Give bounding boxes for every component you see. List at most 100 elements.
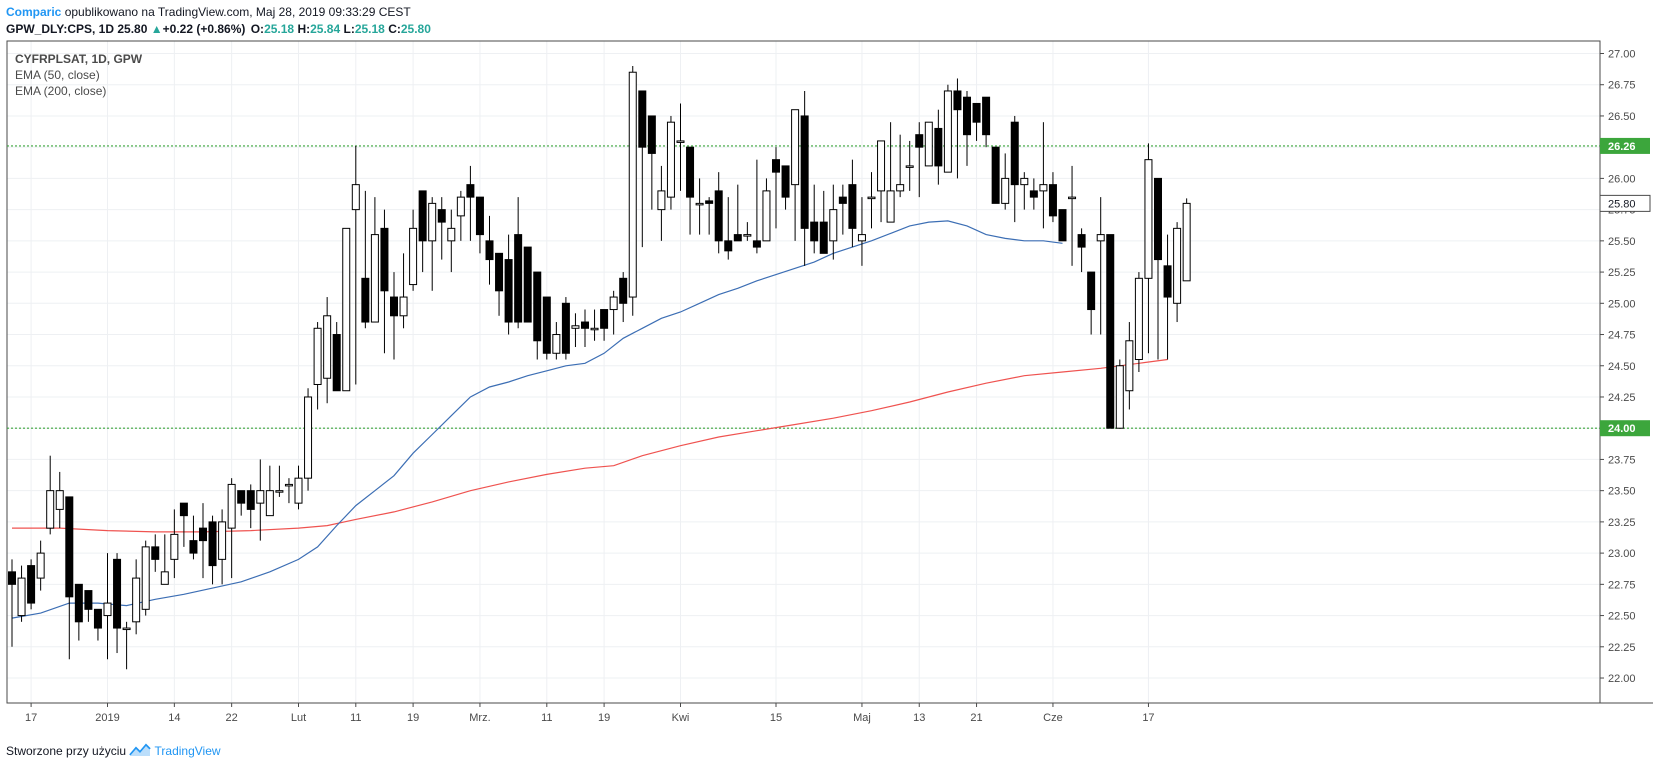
candle-body xyxy=(714,190,723,242)
candle-body xyxy=(93,608,102,629)
candle-body xyxy=(810,221,819,242)
ema200-path xyxy=(12,358,1168,533)
candle-body xyxy=(666,121,675,198)
candle-body xyxy=(27,565,36,604)
symbol-info: GPW_DLY:CPS, 1D 25.80 ▲+0.22 (+0.86%) O:… xyxy=(6,21,431,37)
candle-body xyxy=(695,202,704,206)
candle-body xyxy=(475,196,484,236)
level-price-tag xyxy=(1600,420,1650,437)
high-value: 25.84 xyxy=(310,22,341,36)
candle-body xyxy=(628,71,637,298)
candle-body xyxy=(208,521,217,567)
x-tick-label: 15 xyxy=(770,712,782,724)
footer: Stworzone przy użyciu TradingView xyxy=(6,743,221,759)
y-tick-label: 25.50 xyxy=(1608,236,1636,248)
candle-body xyxy=(800,115,809,229)
candle-body xyxy=(189,540,198,554)
published-text: opublikowano na TradingView.com, Maj 28,… xyxy=(64,5,411,19)
x-tick-label: 2019 xyxy=(95,712,119,724)
legend-symbol[interactable]: CYFRPLSAT, 1D, GPW xyxy=(15,52,143,66)
price-axis[interactable]: 22.00 22.25 22.50 22.75 23.00 23.25 23.50 23.75… xyxy=(1599,48,1651,685)
last-price: 25.80 xyxy=(117,22,148,36)
open-value: 25.18 xyxy=(264,22,295,36)
candle-body xyxy=(1087,271,1096,311)
y-tick-label: 27.00 xyxy=(1608,48,1636,60)
y-tick-label: 24.25 xyxy=(1608,392,1636,404)
x-tick-label: 13 xyxy=(913,712,925,724)
candle-body xyxy=(1039,184,1048,192)
candle-body xyxy=(514,234,523,323)
candle-body xyxy=(1001,177,1010,204)
candle-body xyxy=(1163,265,1172,298)
candle-body xyxy=(657,190,666,211)
candle-body xyxy=(781,165,790,198)
candle-body xyxy=(504,259,513,323)
y-tick-label: 25.00 xyxy=(1608,298,1636,310)
candle-body xyxy=(160,571,169,585)
candle-body xyxy=(1154,177,1162,261)
x-tick-label: 19 xyxy=(598,712,610,724)
candle-body xyxy=(953,90,962,111)
candle-body xyxy=(380,227,389,292)
candle-body xyxy=(886,190,895,223)
candle-body xyxy=(74,583,83,623)
current-price-tag xyxy=(1599,194,1651,212)
candle-body xyxy=(1106,234,1115,429)
candle-body xyxy=(294,477,303,504)
candle-body xyxy=(1182,202,1191,282)
candle-body xyxy=(686,146,695,198)
candle-body xyxy=(772,159,780,173)
candle-body xyxy=(924,121,933,167)
candles xyxy=(8,65,1191,670)
y-tick-label: 26.75 xyxy=(1608,80,1636,92)
x-tick-label: Kwi xyxy=(672,712,690,724)
candle-body xyxy=(1077,234,1086,248)
candle-body xyxy=(705,200,714,204)
candle-body xyxy=(561,302,570,354)
candle-body xyxy=(428,202,437,242)
candle-body xyxy=(838,196,847,204)
candle-body xyxy=(600,309,609,329)
x-tick-label: Cze xyxy=(1043,712,1063,724)
candle-body xyxy=(963,96,971,136)
x-tick-label: 11 xyxy=(541,712,552,724)
ema200-line xyxy=(12,358,1168,533)
candle-body xyxy=(495,252,504,292)
candle-body xyxy=(246,490,255,510)
candle-body xyxy=(113,558,122,629)
candle-body xyxy=(1068,196,1077,200)
y-tick-label: 22.00 xyxy=(1608,673,1636,685)
candle-body xyxy=(399,296,408,317)
candle-body xyxy=(170,533,179,560)
y-tick-label: 26.50 xyxy=(1608,111,1636,123)
x-tick-label: 17 xyxy=(25,712,37,724)
candle-body xyxy=(151,546,160,560)
candle-body xyxy=(361,277,370,323)
candle-body xyxy=(915,134,924,148)
candle-body xyxy=(609,296,618,311)
candle-body xyxy=(55,490,64,510)
candle-body xyxy=(829,209,838,242)
y-tick-label: 23.00 xyxy=(1608,548,1636,560)
candle-body xyxy=(313,327,322,385)
time-axis[interactable]: 17 2019 14 22 Lut 11 19 Mrz. 11 19 Kwi 15 Maj 13 21 Cze… xyxy=(25,703,1155,724)
candle-body xyxy=(1173,227,1182,304)
candle-body xyxy=(323,315,332,379)
low-label: L: xyxy=(343,22,355,36)
author-link[interactable]: Comparic xyxy=(6,5,62,19)
candle-body xyxy=(752,240,761,248)
candle-body xyxy=(237,490,246,504)
close-value: 25.80 xyxy=(400,22,431,36)
x-tick-label: Mrz. xyxy=(469,712,490,724)
y-tick-label: 22.75 xyxy=(1608,579,1636,591)
footer-brand-link[interactable]: TradingView xyxy=(154,744,221,758)
level-price-label: 24.00 xyxy=(1608,423,1636,435)
candle-body xyxy=(743,234,752,237)
x-tick-label: 22 xyxy=(226,712,238,724)
legend-ema200[interactable]: EMA (200, close) xyxy=(15,84,107,98)
candle-body xyxy=(590,327,599,331)
legend-ema50[interactable]: EMA (50, close) xyxy=(15,68,100,82)
candle-body xyxy=(867,196,876,200)
candle-body xyxy=(819,221,828,254)
